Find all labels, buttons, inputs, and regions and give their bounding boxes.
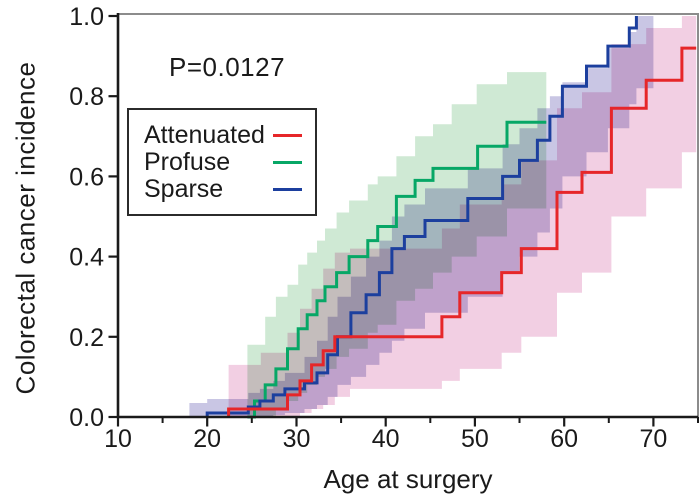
x-tick-label: 10	[104, 425, 132, 453]
x-tick-label: 60	[550, 425, 578, 453]
y-axis-title: Colorectal cancer incidence	[6, 0, 46, 440]
legend-row-attenuated: Attenuated	[144, 121, 303, 149]
p-value-annotation: P=0.0127	[169, 52, 286, 82]
legend-label-profuse: Profuse	[144, 148, 231, 176]
legend-line-sample-sparse	[273, 187, 302, 192]
legend-box: Attenuated Profuse Sparse	[127, 108, 317, 216]
y-tick-label: 0.0	[69, 404, 104, 432]
x-tick-label: 40	[372, 425, 400, 453]
legend-row-sparse: Sparse	[144, 175, 303, 203]
legend-line-sample-profuse	[273, 160, 302, 165]
confidence-band-sparse	[189, 16, 654, 417]
y-tick-label: 0.2	[69, 324, 104, 352]
x-tick-label: 50	[461, 425, 489, 453]
x-axis-title: Age at surgery	[323, 464, 493, 494]
y-tick-label: 0.6	[69, 163, 104, 191]
legend-line-sample-attenuated	[273, 133, 302, 138]
y-tick-label: 0.4	[69, 244, 104, 272]
x-tick-label: 70	[639, 425, 667, 453]
legend-label-sparse: Sparse	[144, 175, 224, 203]
plot-frame	[117, 13, 699, 417]
legend-row-profuse: Profuse	[144, 148, 303, 176]
x-tick-label: 30	[283, 425, 311, 453]
curve-attenuated	[227, 46, 697, 417]
legend-label-attenuated: Attenuated	[144, 121, 265, 149]
confidence-band-attenuated	[228, 16, 697, 417]
y-tick-label: 0.8	[69, 83, 104, 111]
curve-sparse	[205, 16, 638, 417]
y-axis-title-text: Colorectal cancer incidence	[10, 61, 41, 395]
curve-profuse	[247, 120, 547, 419]
y-tick-label: 1.0	[69, 3, 104, 31]
x-tick-label: 20	[193, 425, 221, 453]
